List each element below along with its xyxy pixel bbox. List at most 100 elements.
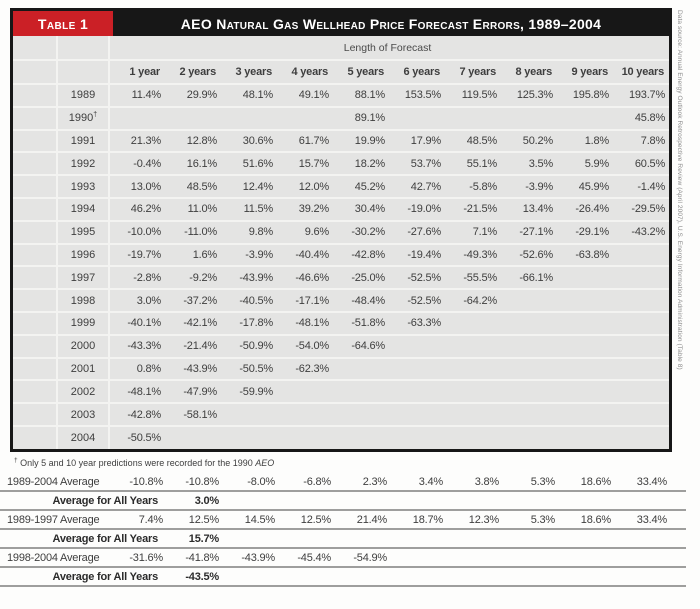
column-header: 1 year [109, 59, 165, 84]
value-cell: 7.1% [445, 219, 501, 244]
value-cell: 89.1% [333, 105, 389, 130]
value-cell [389, 402, 445, 426]
value-cell: -46.6% [277, 265, 333, 290]
value-cell: -19.7% [109, 242, 165, 267]
value-cell: 48.5% [445, 128, 501, 153]
value-cell [333, 379, 389, 404]
average-all-years-row: Average for All Years -43.5% [0, 568, 686, 587]
span-header-row: Length of Forecast [13, 36, 669, 60]
value-cell [557, 333, 613, 358]
value-cell: -3.9% [501, 174, 557, 198]
value-cell: -9.2% [165, 265, 221, 290]
value-cell [277, 402, 333, 426]
value-cell: -42.1% [165, 310, 221, 335]
length-of-forecast-label: Length of Forecast [343, 41, 432, 54]
value-cell: 16.1% [165, 151, 221, 176]
value-cell: 12.8% [165, 128, 221, 153]
footnote-italic-aeo: AEO [255, 458, 275, 468]
average-row-label: 1998-2004 Average [7, 551, 100, 564]
value-cell: 19.9% [333, 128, 389, 153]
forecast-errors-table: Table 1 AEO Natural Gas Wellhead Price F… [10, 8, 672, 452]
row-spacer-cell [13, 219, 57, 244]
column-header: 6 years [389, 59, 445, 84]
average-value: 14.5% [244, 513, 275, 526]
table-row: 1996 -19.7% 1.6% -3.9% -40.4% -42.8% -19.4% -49… [13, 242, 670, 267]
value-cell [333, 424, 389, 449]
corner-cell [13, 36, 57, 60]
average-value: 3.8% [474, 475, 499, 488]
value-cell [445, 379, 501, 404]
value-cell [613, 356, 670, 381]
value-cell: -63.8% [557, 242, 613, 267]
table-row: 1992 -0.4% 16.1% 51.6% 15.7% 18.2% 53.7% 55.1% 3… [13, 151, 670, 176]
value-cell: -62.3% [277, 356, 333, 381]
value-cell [557, 379, 613, 404]
value-cell [613, 242, 670, 267]
value-cell: 30.4% [333, 196, 389, 221]
footnote-text: Only 5 and 10 year predictions were reco… [17, 458, 256, 468]
average-value: -10.8% [129, 475, 163, 488]
value-cell: 51.6% [221, 151, 277, 176]
value-cell: -48.4% [333, 288, 389, 312]
row-spacer-cell [13, 402, 57, 426]
value-cell [221, 424, 277, 449]
value-cell: -3.9% [221, 242, 277, 267]
value-cell [445, 333, 501, 358]
value-cell [221, 402, 277, 426]
value-cell: -58.1% [165, 402, 221, 426]
value-cell: -66.1% [501, 265, 557, 290]
dagger-marker: † [14, 457, 18, 464]
value-cell: -63.3% [389, 310, 445, 335]
value-cell: -52.6% [501, 242, 557, 267]
value-cell: -17.1% [277, 288, 333, 312]
value-cell [277, 379, 333, 404]
column-header: 5 years [333, 59, 389, 84]
value-cell: -21.4% [165, 333, 221, 358]
value-cell: 30.6% [221, 128, 277, 153]
value-cell: -49.3% [445, 242, 501, 267]
value-cell: -40.5% [221, 288, 277, 312]
value-cell [165, 424, 221, 449]
value-cell: -40.1% [109, 310, 165, 335]
value-cell [557, 105, 613, 130]
row-spacer-cell [13, 424, 57, 449]
row-spacer-cell [13, 333, 57, 358]
average-value: -6.8% [303, 475, 331, 488]
value-cell: -43.9% [165, 356, 221, 381]
value-cell [613, 265, 670, 290]
value-cell: 45.8% [613, 105, 670, 130]
average-all-years-label: Average for All Years [52, 570, 159, 583]
year-label: 2002 [56, 379, 110, 404]
average-value: 21.4% [356, 513, 387, 526]
value-cell [389, 105, 445, 130]
table-row: 2004 -50.5% [13, 424, 670, 449]
value-cell: 125.3% [501, 83, 557, 107]
value-cell: -64.6% [333, 333, 389, 358]
year-label: 1992 [56, 151, 110, 176]
value-cell: -55.5% [445, 265, 501, 290]
value-cell [445, 402, 501, 426]
averages-section: 1989-2004 Average -10.8% -10.8% -8.0% -6.8% 2… [0, 473, 686, 587]
value-cell: -42.8% [333, 242, 389, 267]
value-cell: 60.5% [613, 151, 670, 176]
year-label: 1996 [56, 242, 110, 267]
average-all-years-value: 3.0% [194, 494, 219, 507]
value-cell: 3.5% [501, 151, 557, 176]
value-cell: 18.2% [333, 151, 389, 176]
value-cell: -51.8% [333, 310, 389, 335]
year-label: 2001 [56, 356, 110, 381]
value-cell: -42.8% [109, 402, 165, 426]
value-cell: 11.0% [165, 196, 221, 221]
table-row: 1993 13.0% 48.5% 12.4% 12.0% 45.2% 42.7% -5.8% -… [13, 174, 670, 198]
value-cell [613, 288, 670, 312]
value-cell [277, 424, 333, 449]
value-cell [501, 356, 557, 381]
value-cell: 42.7% [389, 174, 445, 198]
table-title: AEO Natural Gas Wellhead Price Forecast … [113, 11, 669, 36]
year-label: 1995 [56, 219, 110, 244]
average-value: 3.4% [418, 475, 443, 488]
average-row: 1998-2004 Average -31.6% -41.8% -43.9% -45.4… [0, 549, 686, 568]
year-label: 2003 [56, 402, 110, 426]
value-cell [445, 356, 501, 381]
